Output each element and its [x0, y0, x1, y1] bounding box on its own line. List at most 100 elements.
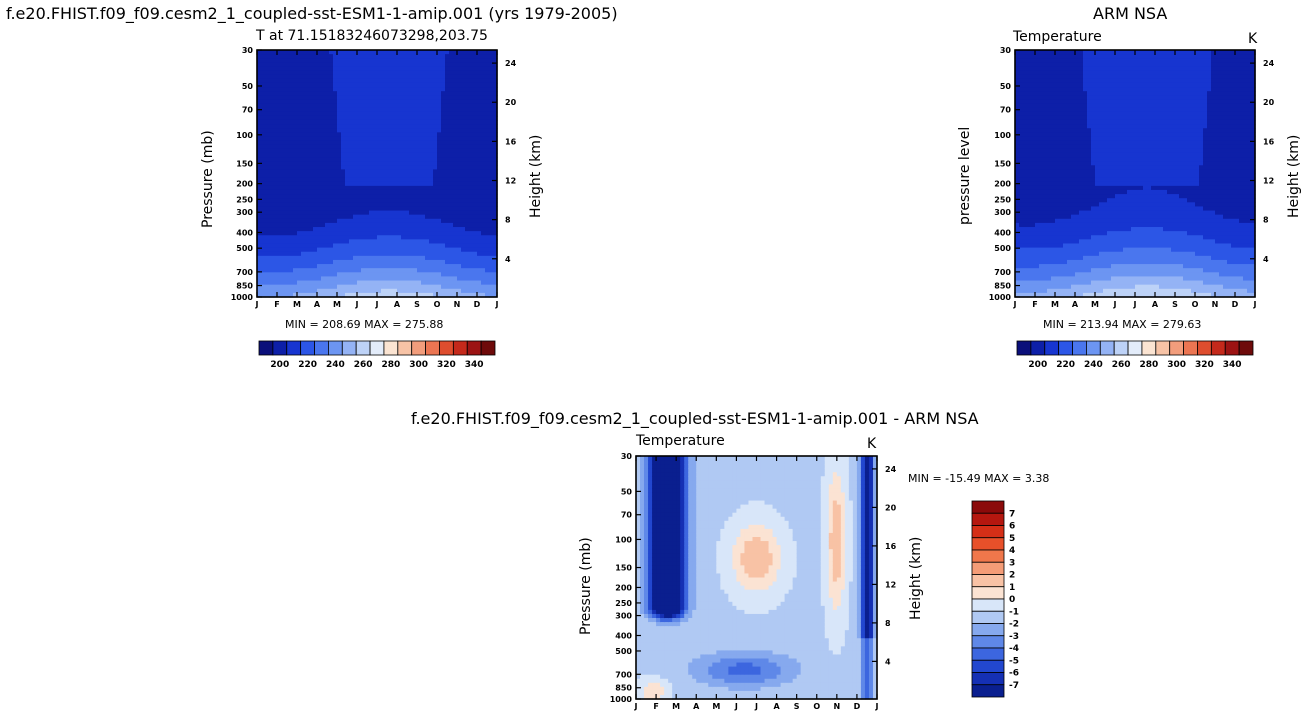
panel3-colorbar-label: 5	[1009, 534, 1015, 544]
panel2-x-tick-label: O	[1192, 300, 1199, 309]
panel1-colorbar-swatch	[452, 340, 468, 356]
panel2-x-tick-label: F	[1032, 300, 1037, 309]
panel3-colorbar-swatch	[971, 574, 1005, 588]
panel2-x-tick-label: N	[1212, 300, 1219, 309]
panel2-x-tick-label: J	[1133, 300, 1137, 309]
panel3-y-right-tick-label: 12	[885, 580, 896, 589]
panel1-x-tick-label: A	[394, 300, 401, 309]
panel1-colorbar-swatch	[272, 340, 288, 356]
panel2-colorbar-label: 340	[1223, 360, 1242, 370]
panel1-y-tick-label: 70	[242, 106, 254, 115]
panel2-y-right-tick-label: 4	[1263, 255, 1269, 264]
panel3-colorbar-label: 4	[1009, 546, 1015, 556]
panel2-x-tick-label: A	[1152, 300, 1159, 309]
panel2-y-axis-label: pressure level	[957, 126, 973, 225]
panel3-colorbar-swatch	[971, 500, 1005, 514]
panel2-colorbar-swatch	[1072, 340, 1087, 356]
panel3-x-tick-label: A	[693, 702, 700, 711]
panel3-colorbar-label: 1	[1009, 583, 1015, 593]
panel1-y-tick-label: 30	[242, 46, 254, 55]
panel1-colorbar-label: 200	[270, 360, 289, 370]
panel1-x-tick-label: M	[293, 300, 301, 309]
panel1-x-tick-label: A	[314, 300, 321, 309]
panel1-y-right-tick-label: 20	[505, 98, 517, 107]
panel1-y-tick-label: 1000	[231, 293, 254, 302]
panel1-plot-title: T at 71.15183246073298,203.75	[256, 28, 488, 44]
panel3-colorbar-label: -3	[1009, 632, 1019, 642]
panel2-y-tick-label: 1000	[989, 293, 1012, 302]
panel2-colorbar-label: 240	[1084, 360, 1103, 370]
panel1-colorbar-label: 340	[465, 360, 484, 370]
panel1-colorbar-swatch	[300, 340, 315, 356]
panel1-colorbar-label: 320	[437, 360, 456, 370]
panel2-colorbar-swatch	[1030, 340, 1046, 356]
panel2-colorbar-swatch	[1016, 340, 1032, 356]
panel1-colorbar-swatch	[425, 340, 440, 356]
panel3-x-tick-label: D	[854, 702, 861, 711]
panel3-x-tick-label: S	[794, 702, 800, 711]
panel2-x-tick-label: J	[1113, 300, 1117, 309]
panel1-colorbar-label: 220	[298, 360, 317, 370]
panel1-colorbar-swatch	[314, 340, 329, 356]
panel1-colorbar-label: 240	[326, 360, 345, 370]
panel3-colorbar-label: -5	[1009, 656, 1019, 666]
panel2-x-tick-label: M	[1091, 300, 1099, 309]
panel2-obs-name: ARM NSA	[1093, 4, 1168, 23]
panel2-colorbar-swatch	[1044, 340, 1060, 356]
panel3-x-tick-label: J	[875, 702, 879, 711]
panel3-colorbar-label: 0	[1009, 595, 1015, 605]
panel1-x-tick-label: J	[355, 300, 359, 309]
panel3-colorbar-swatch	[971, 598, 1005, 612]
panel2-colorbar-swatch	[1169, 340, 1184, 356]
panel1-colorbar-swatch	[411, 340, 426, 356]
panel3-colorbar-swatch	[971, 586, 1005, 600]
panel3-y-right-axis-label: Height (km)	[908, 536, 924, 620]
panel3-colorbar-swatch	[971, 537, 1005, 551]
panel3-y-tick-label: 50	[621, 487, 633, 496]
panel2-units: K	[1248, 31, 1258, 47]
panel3-colorbar-swatch	[971, 549, 1005, 563]
panel2-colorbar-swatch	[1183, 340, 1198, 356]
panel1-colorbar-swatch	[355, 340, 371, 356]
panel3-colorbar-swatch	[971, 647, 1005, 661]
panel1-y-tick-label: 50	[242, 82, 254, 91]
panel3-y-tick-label: 1000	[610, 695, 633, 704]
panel2-x-tick-label: J	[1013, 300, 1017, 309]
panel2-colorbar-swatch	[1086, 340, 1101, 356]
panel1-y-right-tick-label: 12	[505, 177, 516, 186]
panel2-y-tick-label: 100	[994, 131, 1011, 140]
panel3-y-right-tick-label: 20	[885, 503, 897, 512]
panel2-y-tick-label: 700	[994, 268, 1011, 277]
panel1-y-right-tick-label: 4	[505, 255, 511, 264]
panel3-y-tick-label: 150	[615, 564, 632, 573]
panel3-x-tick-label: N	[833, 702, 840, 711]
panel1-x-tick-label: N	[454, 300, 461, 309]
panel3-y-tick-label: 200	[615, 583, 632, 592]
panel3-y-axis-label: Pressure (mb)	[578, 537, 594, 635]
panel2-colorbar-label: 200	[1028, 360, 1047, 370]
panel3-colorbar-swatch	[971, 561, 1005, 575]
panel1-colorbar-swatch	[369, 340, 385, 356]
panel3-y-right-tick-label: 24	[885, 465, 897, 474]
panel3-colorbar-swatch	[971, 525, 1005, 539]
panel2-y-right-tick-label: 16	[1263, 137, 1275, 146]
panel1-colorbar-swatch	[480, 340, 496, 356]
panel3-plot-title: Temperature	[636, 433, 725, 449]
panel3-x-tick-label: M	[712, 702, 720, 711]
panel1-y-right-tick-label: 16	[505, 137, 517, 146]
panel2-field	[1015, 50, 1256, 298]
panel3-x-tick-label: J	[734, 702, 738, 711]
panel2-colorbar-swatch	[1099, 340, 1115, 356]
panel1-stats: MIN = 208.69 MAX = 275.88	[285, 318, 444, 331]
panel3-stats: MIN = -15.49 MAX = 3.38	[908, 472, 1050, 485]
panel1-colorbar-label: 300	[409, 360, 428, 370]
panel3-y-right-tick-label: 4	[885, 657, 891, 666]
panel2-colorbar-swatch	[1113, 340, 1129, 356]
panel1-x-tick-label: J	[255, 300, 259, 309]
panel3-colorbar-label: -7	[1009, 681, 1019, 691]
panel1-colorbar-swatch	[439, 340, 454, 356]
panel2-y-tick-label: 300	[994, 208, 1011, 217]
panel2-colorbar-swatch	[1210, 340, 1226, 356]
panel3-colorbar-swatch	[971, 623, 1005, 637]
